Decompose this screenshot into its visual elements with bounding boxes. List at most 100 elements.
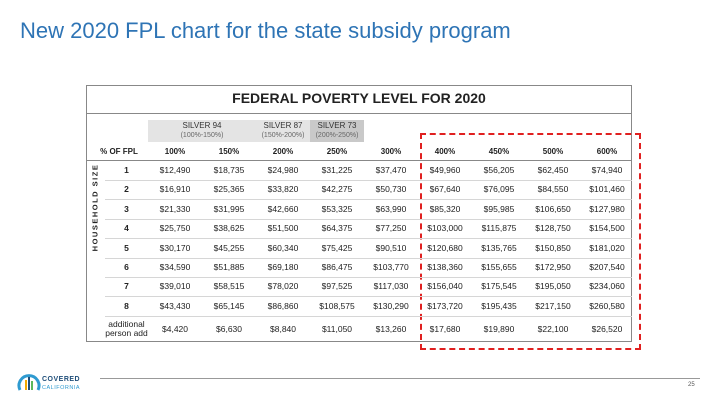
table-cell: $56,205 — [483, 165, 515, 175]
table-cell: $19,890 — [483, 324, 515, 335]
divider — [86, 113, 632, 114]
table-cell: $135,765 — [481, 242, 517, 253]
table-cell: $86,475 — [321, 262, 353, 272]
table-cell: $63,990 — [375, 203, 407, 214]
table-cell: $42,660 — [267, 203, 299, 214]
side-label: HOUSEHOLD SIZE — [90, 163, 100, 252]
band-range: (200%-250%) — [315, 132, 359, 139]
table-cell: $30,170 — [159, 242, 191, 253]
table-cell: $25,750 — [159, 223, 191, 234]
table-cell: $234,060 — [589, 281, 625, 292]
table-cell: $75,425 — [321, 242, 353, 253]
column-header: 400% — [434, 147, 456, 156]
table-cell: $195,050 — [535, 281, 571, 292]
table-cell: $74,940 — [591, 165, 623, 175]
band-range: (100%-150%) — [180, 132, 224, 139]
divider — [105, 199, 632, 201]
table-cell: $11,050 — [321, 324, 353, 335]
column-header: 300% — [380, 147, 402, 156]
table-cell: $128,750 — [535, 223, 571, 234]
footer-line — [100, 378, 700, 379]
table-cell: $43,430 — [159, 300, 191, 311]
divider — [105, 238, 632, 240]
table-cell: $67,640 — [429, 184, 461, 195]
table-cell: $60,340 — [267, 242, 299, 253]
table-cell: $76,095 — [483, 184, 515, 195]
column-header: 200% — [272, 147, 294, 156]
table-heading: FEDERAL POVERTY LEVEL FOR 2020 — [232, 90, 486, 106]
table-cell: $217,150 — [535, 300, 571, 311]
table-cell: $24,980 — [267, 165, 299, 175]
table-cell: $51,500 — [267, 223, 299, 234]
table-cell: $69,180 — [267, 262, 299, 272]
table-cell: $62,450 — [537, 165, 569, 175]
table-frame — [86, 85, 632, 342]
divider — [105, 315, 632, 317]
table-cell: $31,995 — [213, 203, 245, 214]
table-cell: $175,545 — [481, 281, 517, 292]
table-cell: $106,650 — [535, 203, 571, 214]
row-label: 8 — [124, 300, 129, 311]
table-cell: $260,580 — [589, 300, 625, 311]
divider — [105, 257, 632, 259]
table-cell: $33,820 — [267, 184, 299, 195]
table-cell: $85,320 — [429, 203, 461, 214]
table-cell: $103,770 — [373, 262, 409, 272]
page-number: 25 — [688, 382, 695, 388]
table-cell: $38,625 — [213, 223, 245, 234]
band-header: SILVER 87 (150%-200%) — [256, 120, 310, 142]
table-cell: $103,000 — [427, 223, 463, 234]
band-name: SILVER 73 — [317, 121, 357, 130]
divider — [105, 218, 632, 220]
table-cell: $53,325 — [321, 203, 353, 214]
table-cell: $50,730 — [375, 184, 407, 195]
highlight-box — [420, 133, 641, 350]
table-cell: $154,500 — [589, 223, 625, 234]
table-cell: $172,950 — [535, 262, 571, 272]
logo-icon — [17, 374, 41, 391]
band-header: SILVER 73 (200%-250%) — [310, 120, 364, 142]
divider — [86, 160, 632, 161]
table-cell: $117,030 — [373, 281, 409, 292]
table-cell: $45,255 — [213, 242, 245, 253]
table-cell: $51,885 — [213, 262, 245, 272]
table-cell: $130,290 — [373, 300, 409, 311]
column-header: 150% — [218, 147, 240, 156]
table-cell: $22,100 — [537, 324, 569, 335]
table-cell: $181,020 — [589, 242, 625, 253]
table-cell: $156,040 — [427, 281, 463, 292]
row-label: additional person add — [105, 319, 148, 339]
table-cell: $150,850 — [535, 242, 571, 253]
table-cell: $108,575 — [319, 300, 355, 311]
logo-text: CALIFORNIA — [42, 385, 81, 391]
table-cell: $6,630 — [216, 324, 242, 335]
table-cell: $17,680 — [429, 324, 461, 335]
table-cell: $120,680 — [427, 242, 463, 253]
logo-text: COVERED — [42, 376, 81, 383]
row-label: 6 — [124, 262, 129, 272]
slide-title: New 2020 FPL chart for the state subsidy… — [20, 18, 511, 43]
table-cell: $127,980 — [589, 203, 625, 214]
table-cell: $65,145 — [213, 300, 245, 311]
table-cell: $97,525 — [321, 281, 353, 292]
divider — [105, 296, 632, 298]
table-cell: $4,420 — [162, 324, 188, 335]
table-cell: $39,010 — [159, 281, 191, 292]
table-cell: $64,375 — [321, 223, 353, 234]
table-cell: $86,860 — [267, 300, 299, 311]
column-header: % OF FPL — [100, 147, 138, 156]
table-cell: $78,020 — [267, 281, 299, 292]
divider — [105, 180, 632, 181]
divider — [105, 277, 632, 278]
band-header: SILVER 94 (100%-150%) — [148, 120, 256, 142]
table-cell: $42,275 — [321, 184, 353, 195]
table-cell: $26,520 — [591, 324, 623, 335]
table-cell: $195,435 — [481, 300, 517, 311]
table-cell: $16,910 — [159, 184, 191, 195]
table-cell: $155,655 — [481, 262, 517, 272]
table-cell: $138,360 — [427, 262, 463, 272]
column-header: 500% — [542, 147, 564, 156]
row-label: 1 — [124, 165, 129, 175]
band-range: (150%-200%) — [261, 132, 305, 139]
